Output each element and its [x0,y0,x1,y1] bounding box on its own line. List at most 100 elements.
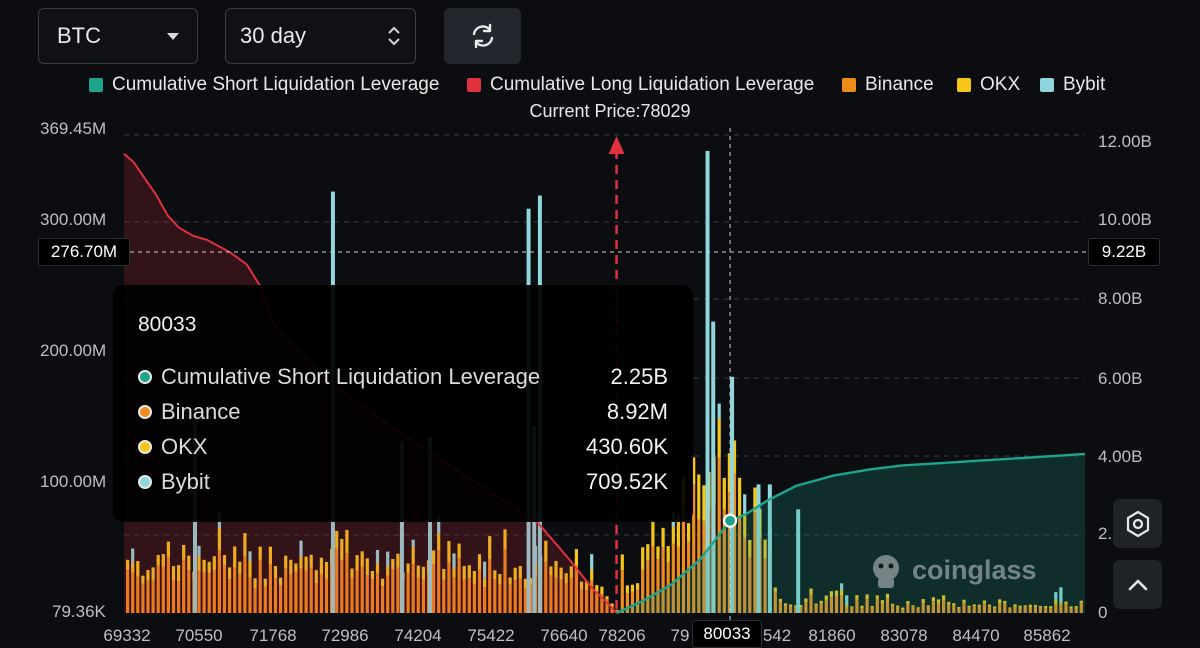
okx-bar [962,599,966,604]
okx-bar [993,606,997,609]
binance-bar [1023,606,1027,613]
binance-bar [197,570,201,613]
legend-swatch [467,78,481,92]
binance-bar [814,605,818,613]
legend-item-okx[interactable]: OKX [957,74,1020,96]
tooltip-title: 80033 [138,313,197,336]
tooltip-row-label: Bybit [161,468,210,494]
binance-bar [1028,606,1032,613]
okx-bar [590,569,594,581]
okx-bar [875,595,879,599]
range-select[interactable]: 30 day [225,8,416,64]
bybit-bar [452,553,456,569]
binance-bar [957,608,961,613]
binance-bar [763,558,767,613]
y-left-tick: 79.36K [52,602,106,621]
okx-bar [391,559,395,570]
binance-bar [340,559,344,613]
okx-bar [595,585,599,592]
binance-bar [467,578,471,613]
binance-bar [166,557,170,613]
okx-bar [416,565,420,578]
binance-bar [931,601,935,613]
okx-bar [840,589,844,596]
binance-bar [732,473,737,613]
binance-bar [350,578,354,613]
okx-bar [987,604,992,607]
binance-bar [646,560,650,613]
okx-bar [299,556,303,569]
binance-bar [987,606,992,613]
asset-select[interactable]: BTC [38,8,198,64]
scroll-top-button[interactable] [1113,560,1162,609]
binance-bar [411,564,415,613]
binance-bar [947,604,951,613]
binance-bar [860,608,864,613]
okx-bar [656,546,660,560]
binance-bar [289,574,293,613]
refresh-button[interactable] [444,8,521,64]
binance-bar [217,550,221,613]
coinglass-watermark: coinglass [866,550,1037,590]
binance-bar [998,603,1002,613]
bybit-bar [386,551,390,567]
okx-bar [309,554,313,568]
okx-bar [1044,606,1048,609]
tooltip-row-value: 430.60K [586,433,668,459]
okx-bar [370,571,374,580]
okx-bar [554,561,558,578]
okx-bar [834,590,839,597]
settings-button[interactable] [1113,499,1162,548]
binance-bar [891,605,895,613]
okx-bar [676,514,680,547]
x-tick: 70550 [175,626,223,645]
bybit-bar [796,509,801,613]
legend-label: Bybit [1063,74,1106,95]
binance-bar [151,579,155,613]
okx-bar [493,570,497,580]
okx-bar [906,601,910,605]
okx-bar [794,605,798,607]
short-liquidation-line [616,452,1086,615]
binance-bar [880,603,884,613]
legend-item-short[interactable]: Cumulative Short Liquidation Leverage [89,74,439,96]
binance-bar [503,549,507,613]
binance-bar [840,595,844,613]
binance-bar [610,606,614,613]
bybit-bar [717,403,721,419]
y-left-tick: 300.00M [40,210,107,229]
tooltip-row-label: Binance [161,398,241,424]
legend-item-long[interactable]: Cumulative Long Liquidation Leverage [467,74,814,96]
okx-bar [947,601,951,605]
okx-bar [202,559,206,573]
y-right-tick: 4.00B [1098,447,1143,466]
okx-bar [574,549,578,566]
binance-bar [370,579,374,613]
sort-arrows-icon [388,26,400,46]
okx-bar [702,485,706,521]
legend-item-binance[interactable]: Binance [842,74,934,96]
chart-legend: Cumulative Short Liquidation Leverage Cu… [0,74,1200,98]
okx-bar [901,607,905,610]
binance-bar [789,606,793,613]
binance-bar [268,564,272,613]
binance-bar [916,608,920,613]
okx-bar [748,539,752,558]
legend-item-bybit[interactable]: Bybit [1040,74,1105,96]
okx-bar [1054,599,1058,604]
binance-bar [187,570,191,613]
binance-bar [778,601,782,613]
okx-bar [243,533,247,557]
okx-bar [855,595,859,600]
binance-bar [324,578,329,613]
binance-bar [472,583,476,613]
okx-bar [753,487,757,513]
binance-bar [518,578,522,613]
bybit-bar [730,376,735,613]
binance-bar [743,537,747,613]
x-tick: 78206 [598,626,646,645]
binance-bar [554,577,558,613]
okx-bar [340,538,344,560]
binance-bar [355,570,359,613]
binance-bar [1018,607,1022,613]
